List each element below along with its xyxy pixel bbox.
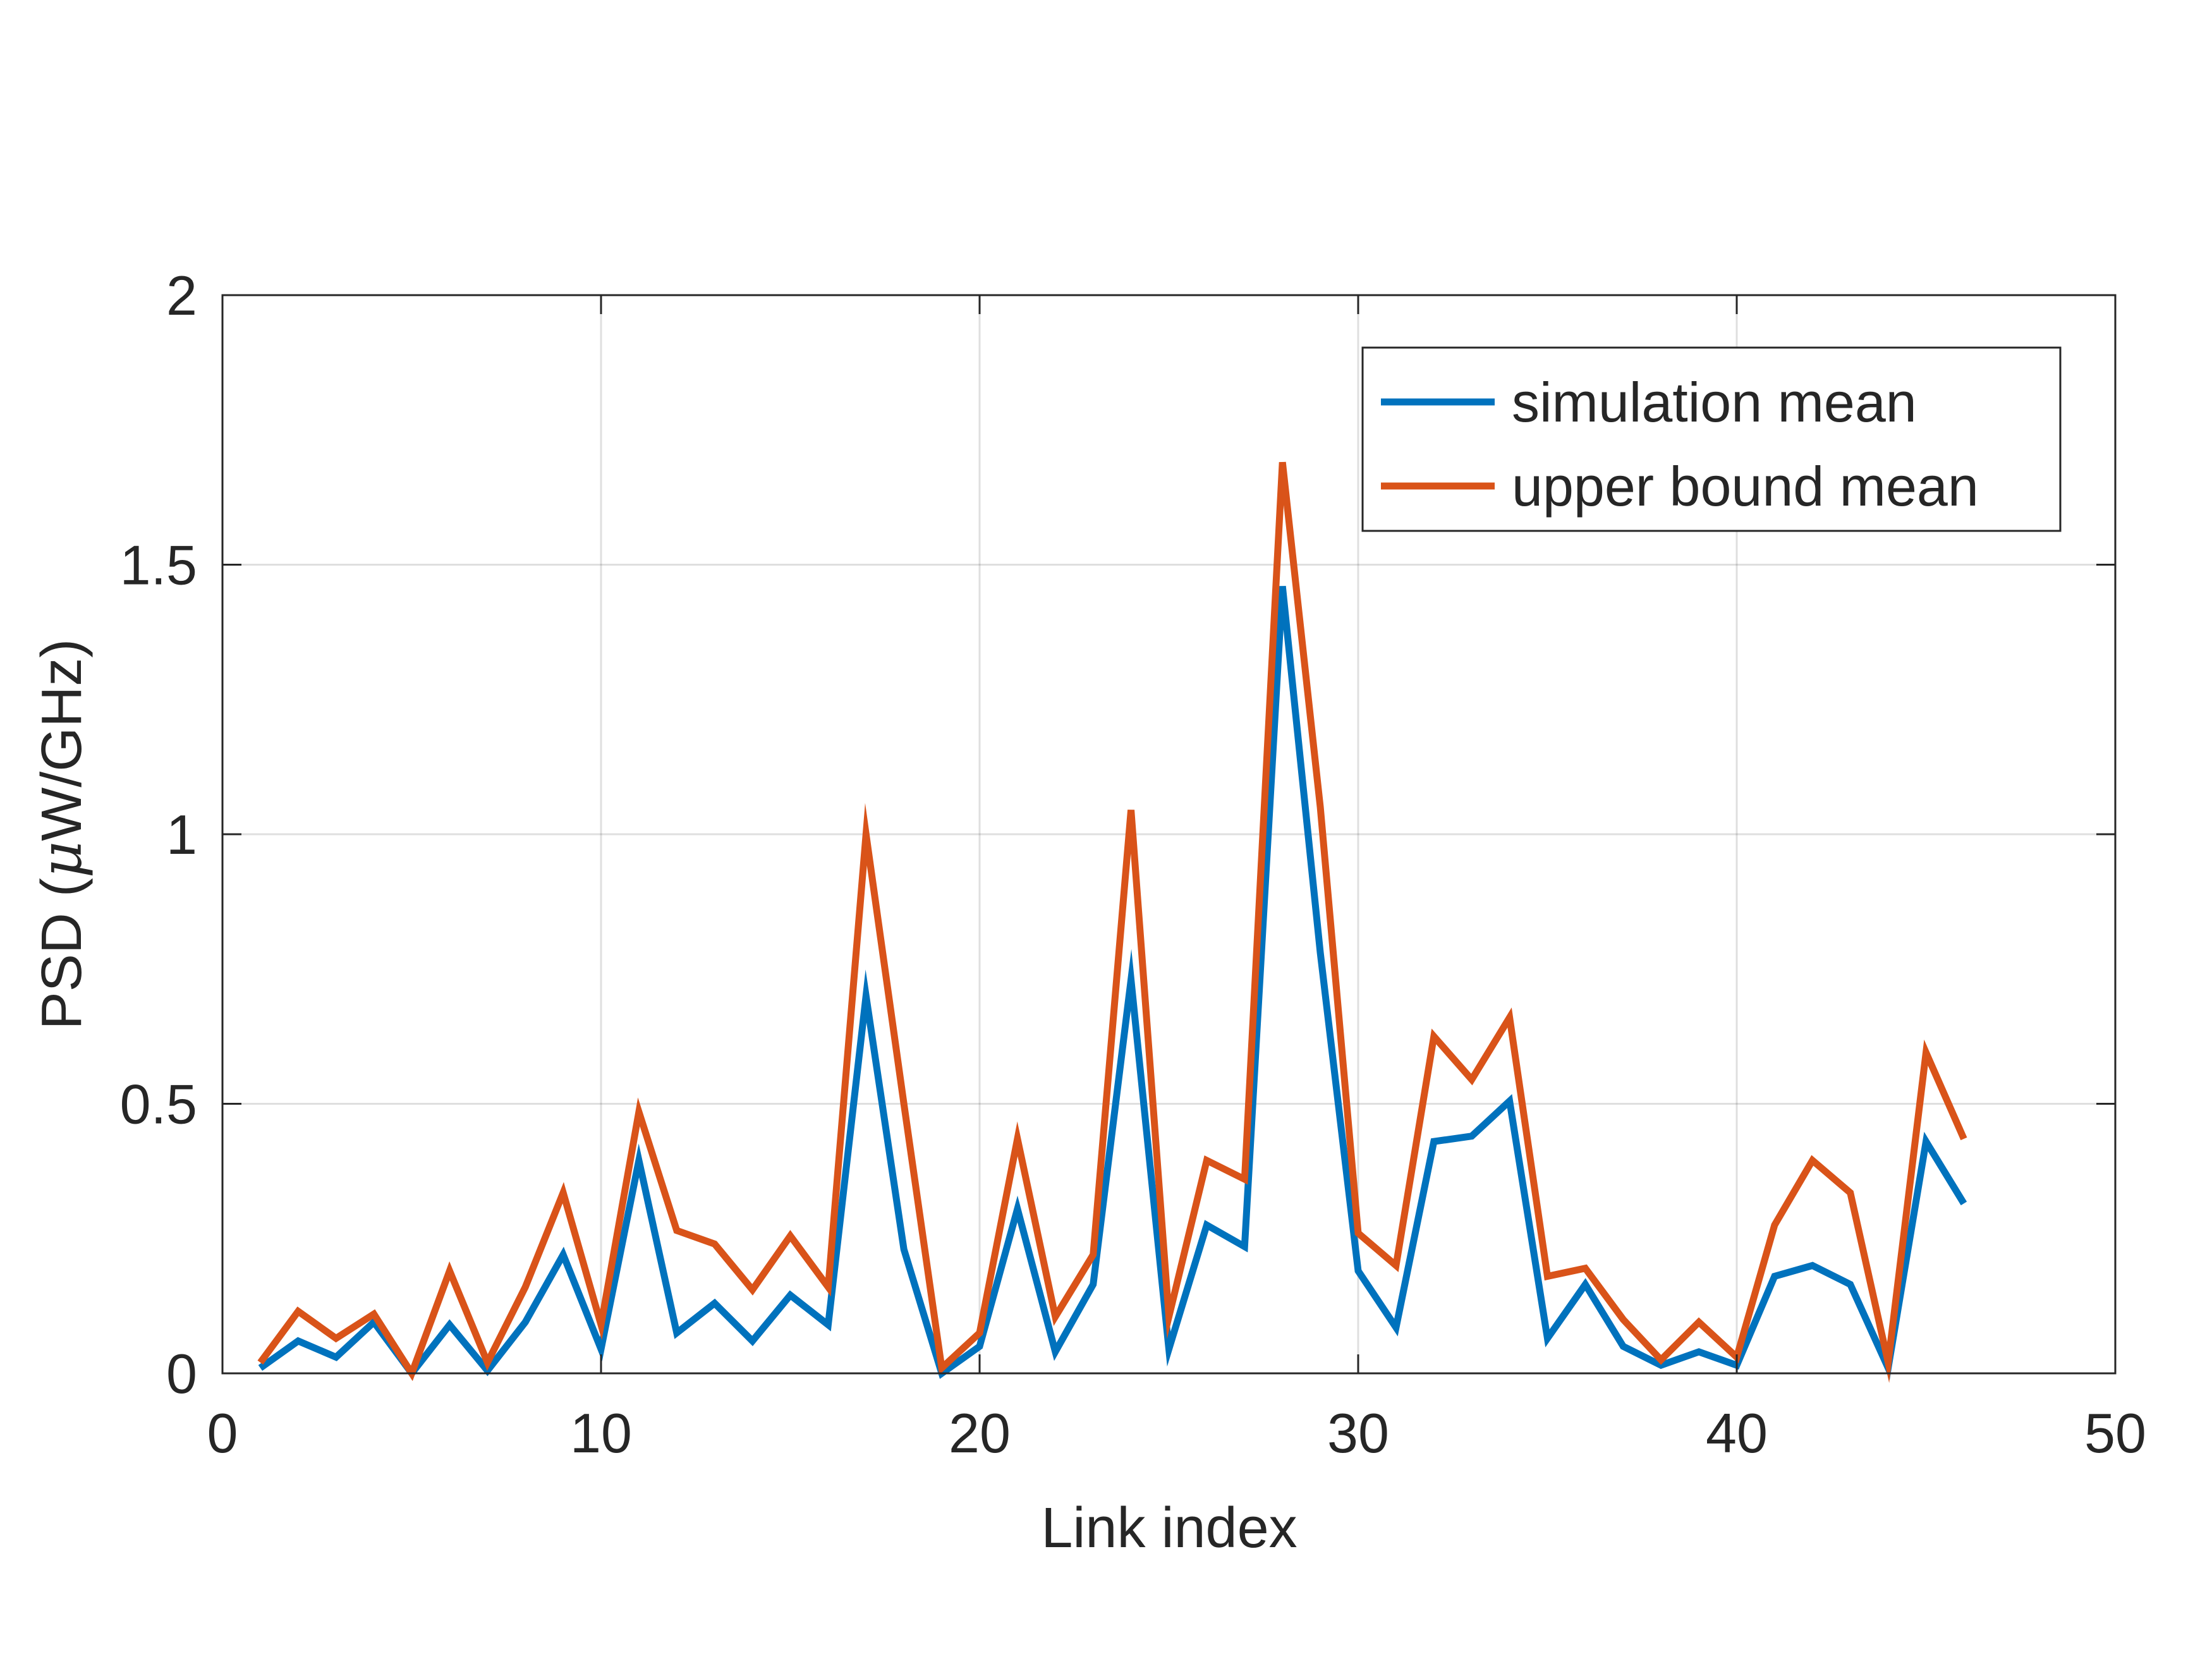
y-axis-label-suffix: W/GHz) — [30, 639, 94, 841]
series-line-upper-bound-mean — [257, 461, 1967, 1383]
y-tick-label: 0 — [166, 1342, 197, 1405]
legend: simulation mean upper bound mean — [1361, 346, 2062, 532]
legend-items: simulation mean upper bound mean — [1381, 371, 1979, 518]
y-tick-label: 0.5 — [120, 1073, 197, 1136]
y-tick-label: 1 — [166, 803, 197, 866]
y-tick-label: 2 — [166, 264, 197, 327]
tick-marks — [221, 294, 2117, 1375]
legend-label: upper bound mean — [1512, 455, 1979, 518]
y-axis-label-prefix: PSD ( — [30, 878, 94, 1030]
legend-label: simulation mean — [1512, 371, 1917, 434]
x-tick-label: 50 — [2084, 1402, 2146, 1464]
y-tick-label: 1.5 — [120, 534, 197, 597]
y-axis-label-mu: μ — [28, 841, 95, 878]
x-axis-label: Link index — [1041, 1497, 1297, 1560]
x-tick-label: 10 — [570, 1402, 632, 1464]
grid — [222, 295, 2115, 1373]
x-tick-label: 20 — [949, 1402, 1011, 1464]
x-tick-labels: 0 10 20 30 40 50 — [207, 1402, 2146, 1464]
y-tick-labels: 0 0.5 1 1.5 2 — [120, 264, 197, 1405]
legend-box — [1361, 346, 2062, 532]
x-tick-label: 30 — [1327, 1402, 1389, 1464]
y-axis-label: PSD (μW/GHz) — [28, 639, 95, 1030]
x-tick-label: 40 — [1706, 1402, 1768, 1464]
series-layer — [257, 461, 1967, 1383]
series-line-simulation-mean — [258, 586, 1967, 1380]
x-tick-label: 0 — [207, 1402, 238, 1464]
